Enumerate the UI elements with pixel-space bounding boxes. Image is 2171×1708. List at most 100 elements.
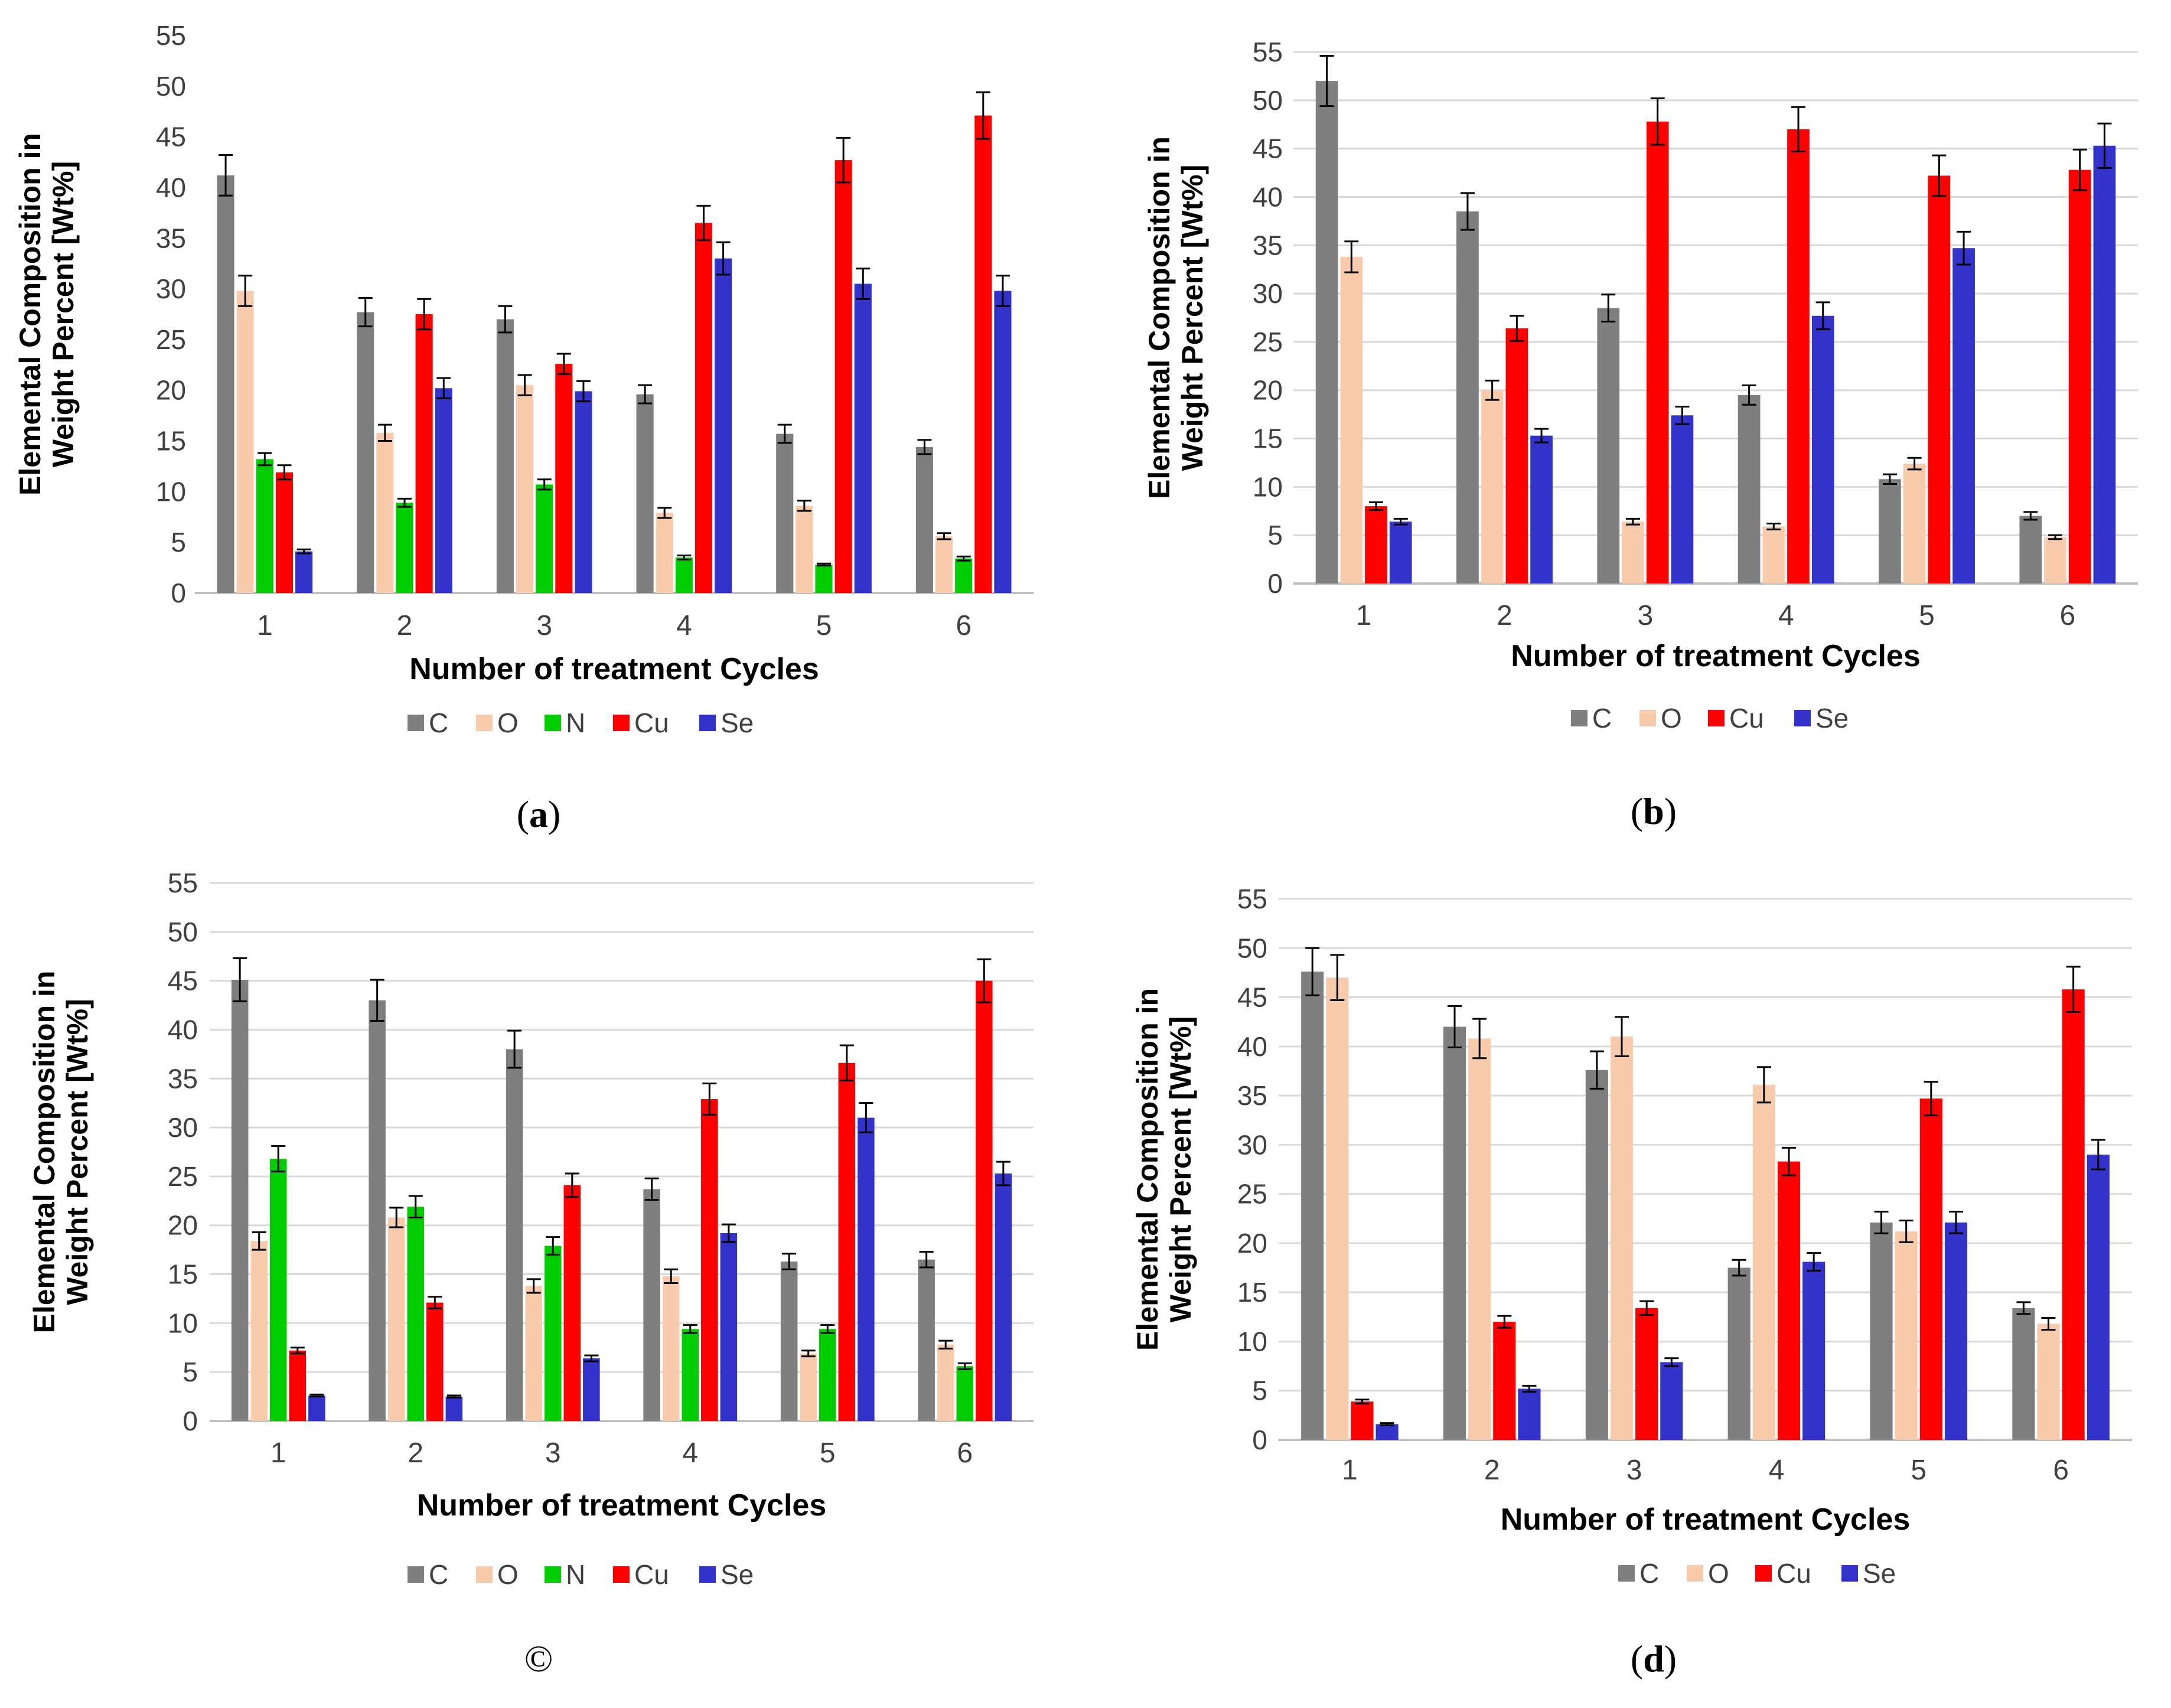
y-axis-label-line2: Weight Percent [Wt%] — [61, 999, 94, 1305]
legend-label-o: O — [1708, 1558, 1729, 1589]
y-axis-label-line1: Elemental Composition in — [28, 971, 61, 1334]
bar-cu-5 — [1919, 1099, 1942, 1440]
panel-label-letter: b — [1643, 790, 1664, 832]
x-tick-label: 5 — [1911, 1455, 1926, 1486]
y-tick-label: 25 — [168, 1161, 198, 1192]
bar-c-6 — [915, 446, 933, 593]
error-bar-o-5 — [801, 1350, 816, 1358]
error-bar-c-4 — [1732, 1259, 1746, 1277]
x-tick-label: 4 — [1769, 1455, 1785, 1486]
legend-label-c: C — [1592, 703, 1612, 734]
error-bar-o-6 — [937, 532, 951, 540]
bar-c-1 — [217, 175, 234, 594]
error-bar-o-1 — [252, 1231, 266, 1251]
bar-cu-3 — [563, 1185, 581, 1421]
legend-label-c: C — [429, 1559, 448, 1590]
bar-o-1 — [1326, 977, 1349, 1440]
y-tick-label: 30 — [168, 1112, 198, 1143]
error-bar-c-6 — [2016, 1301, 2031, 1315]
error-bar-se-4 — [721, 1223, 736, 1243]
bar-cu-1 — [289, 1350, 307, 1421]
error-bar-se-5 — [856, 268, 871, 300]
panel-label-letter: d — [1643, 1638, 1664, 1680]
bar-o-2 — [1468, 1038, 1491, 1440]
legend-swatch-o — [476, 715, 493, 731]
y-tick-label: 10 — [1253, 471, 1283, 502]
panel-label-open-paren: ( — [1631, 1638, 1643, 1680]
legend-swatch-cu — [613, 1566, 630, 1583]
x-tick-label: 6 — [957, 1438, 973, 1469]
bar-cu-6 — [974, 115, 992, 594]
error-bar-o-5 — [1899, 1220, 1914, 1243]
y-tick-label: 30 — [1253, 278, 1283, 309]
error-bar-o-3 — [526, 1278, 541, 1294]
error-bar-n-2 — [408, 1195, 423, 1218]
error-bar-n-1 — [271, 1145, 286, 1173]
bar-o-6 — [2037, 1324, 2060, 1440]
bar-o-3 — [1622, 521, 1644, 584]
legend: C O Cu Se — [1571, 703, 1849, 734]
error-bar-c-2 — [370, 979, 384, 1022]
bar-cu-4 — [701, 1099, 718, 1421]
error-bar-c-4 — [1742, 384, 1756, 406]
bar-c-2 — [369, 1000, 386, 1421]
error-bar-n-6 — [957, 1362, 972, 1370]
panel-label-close-paren: ) — [548, 793, 560, 835]
bar-o-2 — [1481, 390, 1504, 584]
bar-o-6 — [937, 1344, 954, 1421]
y-tick-label: 15 — [1253, 423, 1283, 454]
error-bar-c-6 — [917, 439, 932, 455]
y-axis-label: Elemental Composition inWeight Percent [… — [28, 971, 94, 1334]
error-bar-se-6 — [996, 1161, 1010, 1187]
error-bar-se-1 — [1393, 517, 1408, 526]
bar-o-5 — [1895, 1231, 1918, 1440]
y-tick-label: 40 — [1237, 1031, 1267, 1062]
bar-n-1 — [269, 1159, 287, 1421]
error-bar-se-3 — [576, 380, 591, 403]
bar-c-1 — [231, 979, 249, 1421]
error-bar-o-6 — [2041, 1316, 2056, 1331]
x-tick-label: 1 — [257, 610, 273, 641]
y-tick-label: 15 — [1237, 1277, 1267, 1308]
y-tick-label: 25 — [1237, 1179, 1267, 1210]
error-bar-cu-6 — [2072, 148, 2087, 191]
bar-c-6 — [2019, 516, 2042, 584]
bar-se-5 — [858, 1117, 875, 1421]
x-tick-label: 2 — [397, 610, 413, 641]
legend-swatch-c — [408, 1566, 424, 1583]
y-tick-label: 5 — [1252, 1375, 1267, 1406]
x-tick-label: 5 — [820, 1438, 836, 1469]
y-tick-label: 25 — [1253, 327, 1283, 357]
x-tick-label: 3 — [536, 610, 552, 641]
bar-cu-4 — [1787, 129, 1810, 584]
legend-label-o: O — [497, 708, 519, 738]
bar-c-2 — [357, 312, 374, 593]
error-bar-o-2 — [1472, 1018, 1487, 1060]
error-bar-se-5 — [859, 1102, 873, 1133]
bar-n-5 — [819, 1329, 836, 1421]
error-bar-cu-2 — [428, 1296, 442, 1310]
bar-c-6 — [2012, 1308, 2035, 1440]
legend: C O Cu Se — [1618, 1558, 1896, 1589]
error-bar-se-6 — [995, 275, 1010, 307]
bar-n-2 — [396, 503, 413, 593]
bar-o-1 — [236, 291, 254, 593]
x-tick-label: 2 — [408, 1438, 423, 1469]
legend-swatch-cu — [1708, 710, 1725, 726]
x-tick-label: 4 — [682, 1438, 698, 1469]
y-axis-label-line1: Elemental Composition in — [1131, 988, 1164, 1351]
bar-se-6 — [995, 1173, 1012, 1421]
y-axis-label-line1: Elemental Composition in — [14, 133, 47, 496]
panel-label: (a) — [517, 793, 561, 835]
error-bar-se-4 — [716, 241, 731, 276]
x-tick-label: 3 — [1626, 1455, 1642, 1486]
x-tick-label: 1 — [1342, 1455, 1358, 1486]
bar-cu-4 — [1777, 1161, 1801, 1440]
bar-cu-3 — [1646, 121, 1669, 584]
error-bar-se-4 — [1807, 1252, 1821, 1272]
y-axis-label-line2: Weight Percent [Wt%] — [47, 161, 80, 468]
error-bar-o-5 — [797, 500, 811, 512]
